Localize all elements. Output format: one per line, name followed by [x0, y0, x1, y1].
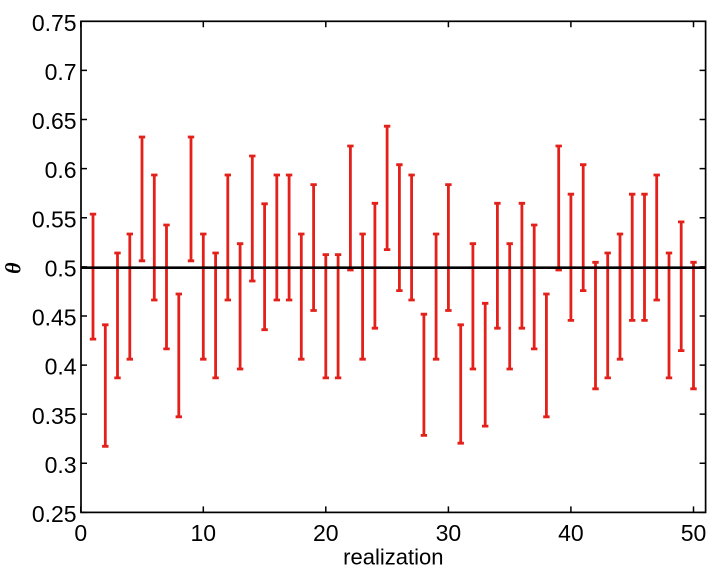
svg-text:30: 30 [436, 520, 462, 546]
svg-text:0.75: 0.75 [32, 10, 77, 36]
svg-text:10: 10 [191, 520, 217, 546]
svg-text:0.4: 0.4 [45, 354, 77, 380]
svg-text:0.7: 0.7 [45, 59, 77, 85]
svg-text:0.35: 0.35 [32, 403, 77, 429]
svg-text:40: 40 [558, 520, 584, 546]
svg-text:0.55: 0.55 [32, 206, 77, 232]
svg-text:0.5: 0.5 [45, 256, 77, 282]
svg-text:50: 50 [681, 520, 707, 546]
svg-text:0.6: 0.6 [45, 157, 77, 183]
svg-text:θ: θ [0, 262, 25, 274]
svg-text:realization: realization [343, 545, 443, 570]
svg-text:0.25: 0.25 [32, 501, 77, 527]
svg-text:0.3: 0.3 [45, 452, 77, 478]
svg-text:0.45: 0.45 [32, 305, 77, 331]
svg-text:0: 0 [74, 520, 87, 546]
svg-text:0.65: 0.65 [32, 108, 77, 134]
svg-text:20: 20 [313, 520, 339, 546]
